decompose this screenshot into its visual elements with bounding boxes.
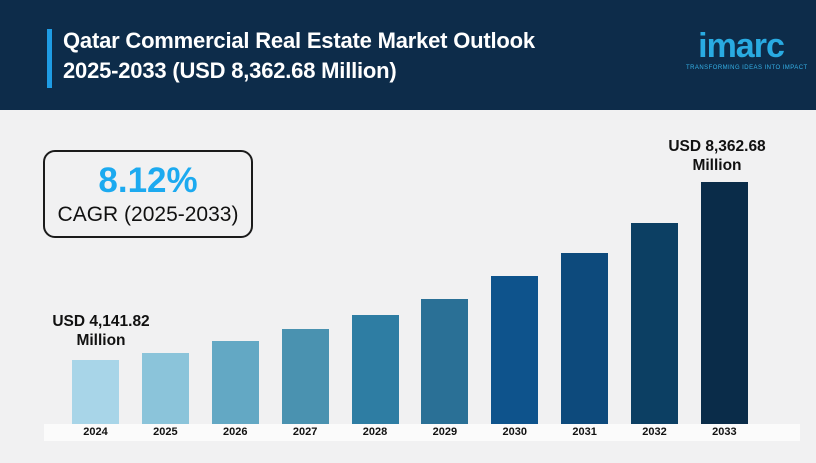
page-title: Qatar Commercial Real Estate Market Outl… [63, 26, 535, 86]
x-axis-label-2033: 2033 [712, 426, 737, 438]
imarc-logo: imarc TRANSFORMING IDEAS INTO IMPACT [686, 27, 808, 71]
bar-column-2027: 2027 [281, 329, 329, 441]
first-bar-value-line1: USD 4,141.82 [52, 313, 150, 330]
bar-2032 [631, 223, 678, 424]
bar-column-2033: 2033 [700, 182, 748, 441]
page-title-line1: Qatar Commercial Real Estate Market Outl… [63, 28, 535, 53]
x-axis-label-2028: 2028 [362, 426, 388, 438]
first-bar-value-line2: Million [76, 332, 126, 349]
x-axis-label-2032: 2032 [642, 426, 667, 438]
imarc-logo-text: imarc [698, 27, 785, 65]
page-title-line2: 2025-2033 (USD 8,362.68 Million) [63, 58, 397, 83]
first-bar-value-label: USD 4,141.82 Million [16, 312, 186, 350]
title-accent-bar [47, 29, 52, 88]
bar-2030 [491, 276, 539, 424]
cagr-label: CAGR (2025-2033) [57, 202, 239, 226]
bar-column-2025: 2025 [141, 353, 189, 441]
x-axis-strip [44, 424, 800, 441]
imarc-logo-tagline: TRANSFORMING IDEAS INTO IMPACT [686, 65, 808, 71]
bar-2025 [141, 353, 189, 424]
last-bar-value-line2: Million [692, 157, 742, 174]
bar-chart: 2024 2025 2026 2027 2028 2029 2030 2031 2032 2033 [72, 182, 748, 441]
bar-2031 [561, 253, 609, 424]
bar-column-2026: 2026 [211, 341, 259, 441]
header-banner: Qatar Commercial Real Estate Market Outl… [0, 0, 816, 110]
bar-2026 [211, 341, 259, 424]
cagr-value: 8.12% [98, 160, 198, 200]
bar-column-2030: 2030 [491, 276, 539, 441]
bar-column-2029: 2029 [421, 299, 469, 441]
x-axis-label-2027: 2027 [292, 426, 318, 438]
last-bar-value-line1: USD 8,362.68 [668, 138, 766, 155]
x-axis-label-2029: 2029 [432, 426, 458, 438]
bar-2028 [351, 315, 399, 424]
bar-column-2032: 2032 [631, 223, 678, 441]
x-axis-label-2024: 2024 [83, 426, 108, 438]
bar-2029 [421, 299, 469, 424]
bar-column-2024: 2024 [72, 360, 119, 441]
x-axis-label-2025: 2025 [153, 426, 178, 438]
x-axis-label-2031: 2031 [572, 426, 597, 438]
last-bar-value-label: USD 8,362.68 Million [632, 137, 802, 175]
bar-column-2031: 2031 [561, 253, 609, 441]
bar-column-2028: 2028 [351, 315, 399, 441]
bar-2024 [72, 360, 119, 424]
x-axis-label-2030: 2030 [502, 426, 527, 438]
bar-2027 [281, 329, 329, 424]
x-axis-label-2026: 2026 [223, 426, 248, 438]
cagr-callout-box: 8.12% CAGR (2025-2033) [43, 150, 253, 238]
bar-2033 [700, 182, 748, 424]
